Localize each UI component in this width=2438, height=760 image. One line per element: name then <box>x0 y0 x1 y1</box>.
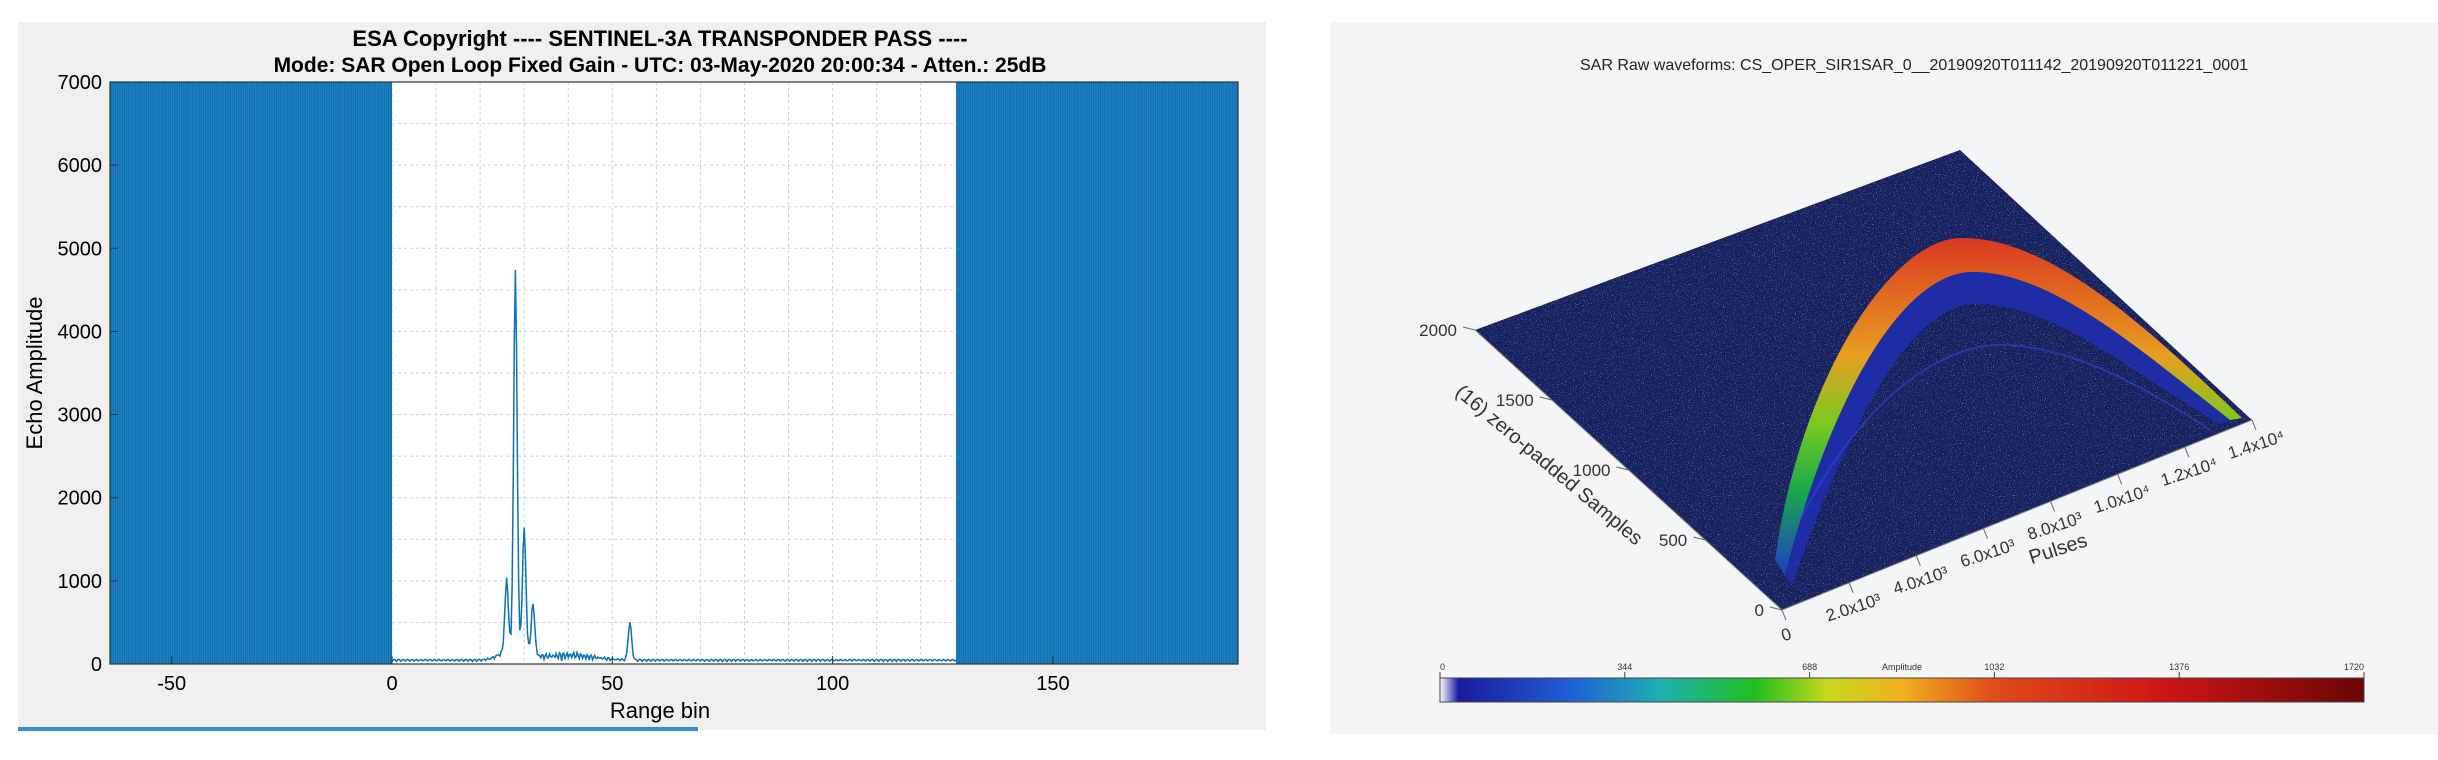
colorbar-ticks: 0 344 688 1032 1376 1720 <box>1439 662 2365 678</box>
y-tick-label: 5000 <box>58 238 103 260</box>
y-tick-label: 500 <box>1659 531 1687 550</box>
waveform-arc <box>1775 237 2242 575</box>
x-axis-line <box>1781 419 2253 611</box>
filled-regions <box>109 82 1238 664</box>
chart-title: ESA Copyright ---- SENTINEL-3A TRANSPOND… <box>352 26 967 51</box>
y-tick-label: 1000 <box>1573 461 1611 480</box>
x-tick-label: 150 <box>1036 673 1069 695</box>
colorbar-tick-label: 688 <box>1802 662 1817 672</box>
y-tick-label: 4000 <box>58 321 103 343</box>
y-tick-label: 3000 <box>58 405 103 427</box>
y-ticks: 0 500 1000 1500 2000 <box>1419 321 1783 620</box>
left-chart-panel: ESA Copyright ---- SENTINEL-3A TRANSPOND… <box>18 22 1266 731</box>
x-tick-mark <box>1915 555 1921 566</box>
y-tick-label: 0 <box>91 654 102 676</box>
colorbar-tick-label: 0 <box>1440 662 1445 672</box>
x-tick-mark <box>2251 419 2257 431</box>
y-tick-label: 7000 <box>58 72 103 94</box>
chart-title: SAR Raw waveforms: CS_OPER_SIR1SAR_0__20… <box>1580 57 2248 74</box>
x-tick-label: 100 <box>816 673 849 695</box>
x-tick-mark <box>2184 446 2190 458</box>
sar-raw-waveforms-chart: SAR Raw waveforms: CS_OPER_SIR1SAR_0__20… <box>1330 22 2438 734</box>
colorbar-label: Amplitude <box>1882 662 1922 672</box>
filled-region <box>110 82 392 664</box>
x-tick-mark <box>1848 582 1854 594</box>
colorbar <box>1439 677 2365 703</box>
colorbar-tick-label: 344 <box>1617 662 1632 672</box>
x-tick-mark <box>1781 609 1787 621</box>
x-axis-label: Range bin <box>610 698 710 723</box>
y-tick-label: 6000 <box>58 155 103 177</box>
y-tick-label: 1500 <box>1496 391 1534 410</box>
colorbar-tick-label: 1720 <box>2344 662 2364 672</box>
x-tick-label: 50 <box>601 673 623 695</box>
y-tick-label: 1000 <box>58 571 103 593</box>
x-tick-label: -50 <box>157 673 186 695</box>
filled-region <box>956 82 1238 664</box>
colorbar-tick-label: 1032 <box>1984 662 2004 672</box>
echo-amplitude-chart: ESA Copyright ---- SENTINEL-3A TRANSPOND… <box>18 22 1266 731</box>
y-tick-mark <box>1693 536 1706 541</box>
x-tick-mark <box>2050 501 2056 512</box>
y-tick-label: 2000 <box>58 488 103 510</box>
waveform-arc-lower <box>1785 271 2230 585</box>
y-tick-mark <box>1462 326 1476 331</box>
y-axis-label: Echo Amplitude <box>22 297 47 450</box>
echo-series-line <box>391 269 957 663</box>
y-ticks: 0 1000 2000 3000 4000 5000 6000 7000 <box>58 72 118 676</box>
waveform-inner-arc <box>1799 343 2211 521</box>
plot-frame <box>109 81 1239 665</box>
x-ticks: -50 0 50 100 150 <box>157 656 1070 695</box>
colorbar-tick-label: 1376 <box>2169 662 2189 672</box>
x-tick-mark <box>1982 528 1988 539</box>
figure-bottom-bar <box>18 727 698 731</box>
y-tick-label: 0 <box>1755 601 1764 620</box>
y-tick-mark <box>1769 606 1783 611</box>
chart-subtitle: Mode: SAR Open Loop Fixed Gain - UTC: 03… <box>274 54 1047 77</box>
y-tick-mark <box>1616 466 1629 471</box>
x-tick-label: 0 <box>386 673 397 695</box>
right-chart-panel: SAR Raw waveforms: CS_OPER_SIR1SAR_0__20… <box>1330 0 2438 755</box>
y-tick-mark <box>1539 396 1552 401</box>
x-tick-mark <box>2117 474 2123 485</box>
y-tick-label: 2000 <box>1419 321 1457 340</box>
